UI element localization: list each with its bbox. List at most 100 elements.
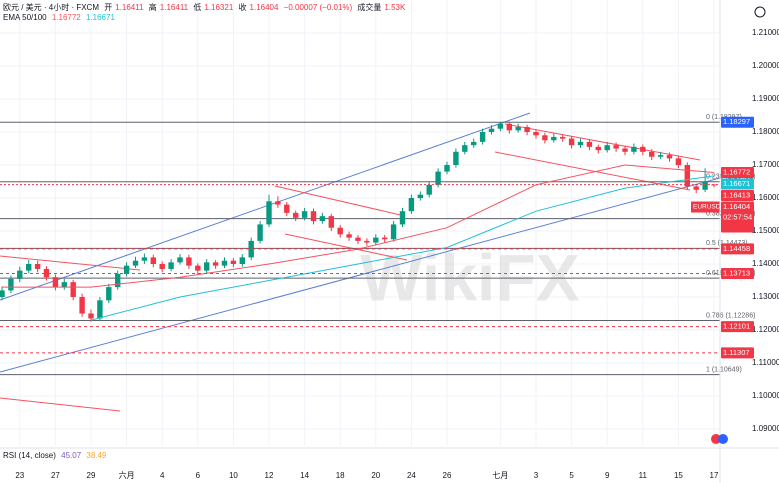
candle-body bbox=[649, 151, 655, 157]
candle-body bbox=[186, 257, 192, 266]
ema-label: EMA 50/100 bbox=[3, 13, 47, 22]
currency-icon bbox=[718, 434, 728, 444]
x-tick-label: 18 bbox=[336, 471, 345, 480]
y-tick-label: 1.13000 bbox=[752, 292, 779, 301]
candle-body bbox=[257, 224, 263, 241]
channel-line bbox=[274, 185, 406, 217]
price-tag-label: 1.12101 bbox=[723, 322, 750, 331]
rsi-value: 38.49 bbox=[86, 451, 107, 460]
ohlc-value: 1.16321 bbox=[204, 3, 234, 12]
candle-body bbox=[640, 146, 646, 152]
x-tick-label: 17 bbox=[710, 471, 719, 480]
candle-body bbox=[382, 237, 388, 240]
price-tag-label: 1.16772 bbox=[723, 168, 750, 177]
ema-line bbox=[90, 175, 715, 321]
candle-body bbox=[239, 257, 245, 264]
candle-body bbox=[70, 282, 76, 297]
candle-body bbox=[195, 265, 201, 271]
candle-body bbox=[515, 127, 521, 131]
y-tick-label: 1.17000 bbox=[752, 160, 779, 169]
candle-body bbox=[293, 212, 299, 218]
candle-body bbox=[115, 273, 121, 288]
candle-body bbox=[364, 240, 370, 243]
candle-body bbox=[622, 148, 628, 152]
last-price-label: 1.16404 bbox=[723, 202, 750, 211]
candle-body bbox=[97, 300, 103, 319]
price-tag-label: 1.14458 bbox=[723, 244, 750, 253]
candle-body bbox=[488, 128, 495, 132]
candle-body bbox=[212, 262, 219, 266]
candle-body bbox=[613, 145, 619, 149]
ohlc-label: 高 bbox=[148, 3, 157, 12]
candle-body bbox=[693, 186, 699, 190]
channel-line bbox=[0, 177, 720, 373]
candle-body bbox=[159, 264, 165, 269]
channel-line bbox=[0, 255, 141, 271]
candle-body bbox=[17, 270, 23, 279]
watermark: WikiFX bbox=[360, 240, 579, 314]
ema-value: 1.16671 bbox=[85, 13, 115, 22]
candle-body bbox=[399, 211, 406, 225]
x-tick-label: 6 bbox=[196, 471, 201, 480]
candle-body bbox=[8, 278, 14, 291]
candle-body bbox=[595, 146, 601, 151]
currency-icon bbox=[711, 434, 721, 444]
candle-body bbox=[568, 138, 575, 146]
candle-body bbox=[675, 158, 682, 165]
candle-body bbox=[666, 155, 673, 159]
y-tick-label: 1.11000 bbox=[752, 358, 779, 367]
ohlc-label: 收 bbox=[238, 3, 247, 12]
symbol: 欧元 / 美元 · 4小时 · FXCM bbox=[3, 3, 99, 12]
x-tick-label: 七月 bbox=[492, 471, 508, 480]
candle-body bbox=[586, 141, 593, 147]
candle-body bbox=[524, 127, 530, 132]
candle-body bbox=[657, 155, 664, 157]
candle-body bbox=[471, 141, 477, 146]
y-tick-label: 1.09000 bbox=[752, 424, 779, 433]
price-tag-label: 1.16413 bbox=[723, 191, 750, 200]
countdown: 02:57:54 bbox=[723, 213, 752, 222]
channel-line bbox=[0, 112, 531, 301]
candle-body bbox=[702, 181, 708, 190]
rsi-label: RSI (14, close) bbox=[3, 451, 56, 460]
price-tag bbox=[721, 347, 754, 359]
candle-body bbox=[346, 234, 352, 238]
change: −0.00007 (−0.01%) bbox=[283, 3, 353, 12]
candle-body bbox=[453, 151, 459, 165]
candle-body bbox=[43, 268, 50, 278]
candle-body bbox=[684, 165, 690, 187]
price-tag-label: 1.11307 bbox=[723, 348, 750, 357]
x-tick-label: 15 bbox=[674, 471, 683, 480]
x-tick-label: 26 bbox=[443, 471, 452, 480]
price-tag bbox=[721, 321, 754, 333]
candle-body bbox=[426, 184, 432, 195]
candle-body bbox=[560, 136, 566, 139]
price-tag-label: 1.13713 bbox=[723, 268, 750, 277]
time-axis: 23 27 29 六月 4 6 10 12 14 18 20 24 26 七月 3 5 9 11 15 17 bbox=[15, 470, 719, 480]
x-tick-label: 12 bbox=[265, 471, 274, 480]
settings-icon[interactable] bbox=[754, 6, 766, 18]
candle-body bbox=[123, 265, 130, 274]
candle-body bbox=[408, 198, 415, 212]
candle-body bbox=[337, 227, 343, 235]
price-tag-label: 1.16671 bbox=[723, 179, 750, 188]
fib-label: 1 (1.10649) bbox=[706, 366, 742, 373]
candle-body bbox=[88, 313, 94, 319]
ohlc-label: 低 bbox=[193, 3, 202, 12]
x-tick-label: 29 bbox=[87, 471, 96, 480]
x-tick-label: 24 bbox=[407, 471, 416, 480]
candle-body bbox=[266, 201, 272, 225]
candle-body bbox=[373, 237, 379, 243]
price-tag-label: 1.18297 bbox=[723, 117, 750, 126]
ohlc-value: 1.16404 bbox=[249, 3, 279, 12]
rsi-value: 45.07 bbox=[61, 451, 82, 460]
x-tick-label: 9 bbox=[605, 471, 610, 480]
y-tick-label: 1.19000 bbox=[752, 94, 779, 103]
channel-line bbox=[284, 233, 408, 261]
y-tick-label: 1.15000 bbox=[752, 226, 779, 235]
grid bbox=[0, 0, 720, 446]
x-tick-label: 20 bbox=[371, 471, 380, 480]
candle-body bbox=[577, 141, 584, 146]
candle-body bbox=[221, 260, 228, 266]
candle-body bbox=[435, 171, 441, 185]
